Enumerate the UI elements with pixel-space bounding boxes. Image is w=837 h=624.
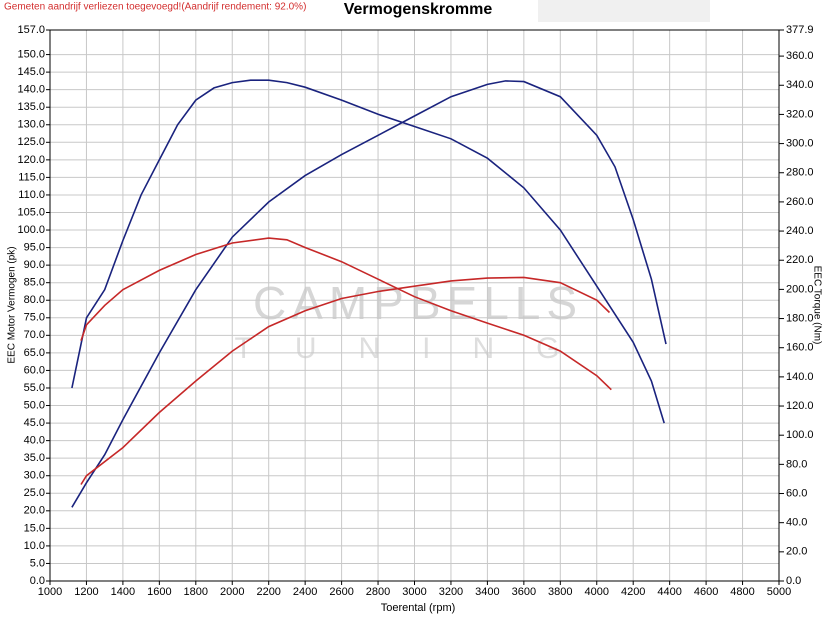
y2-axis-label: EEC Torque (Nm) [811, 266, 822, 345]
y-tick-label: 125.0 [17, 136, 45, 148]
y-tick-label: 15.0 [24, 522, 45, 534]
data-line [71, 80, 667, 508]
x-tick-label: 2400 [293, 586, 317, 598]
y-tick-label: 80.0 [24, 294, 45, 306]
y2-tick-label: 140.0 [786, 371, 814, 383]
y2-tick-label: 340.0 [786, 79, 814, 91]
x-tick-label: 2600 [329, 586, 353, 598]
y-tick-label: 55.0 [24, 382, 45, 394]
y-tick-label: 115.0 [18, 171, 45, 183]
y-tick-label: 30.0 [24, 470, 45, 482]
x-tick-label: 1600 [147, 586, 171, 598]
y2-tick-label: 200.0 [786, 283, 814, 295]
y2-tick-label: 320.0 [786, 108, 814, 120]
data-line [80, 237, 612, 391]
y-tick-label: 135.0 [17, 101, 45, 113]
y-tick-label: 70.0 [24, 329, 45, 341]
y-tick-label: 105.0 [17, 206, 45, 218]
x-tick-label: 1800 [184, 586, 208, 598]
x-tick-label: 1000 [38, 586, 62, 598]
x-tick-label: 3600 [512, 586, 536, 598]
x-axis-label: Toerental (rpm) [381, 602, 456, 614]
x-tick-label: 5000 [767, 586, 791, 598]
x-tick-label: 3800 [548, 586, 572, 598]
x-tick-label: 4800 [730, 586, 754, 598]
y-tick-label: 90.0 [24, 259, 45, 271]
y-tick-label: 157.0 [17, 24, 45, 36]
chart-title: Vermogenskromme [344, 1, 493, 18]
data-line [71, 79, 665, 424]
y-tick-label: 75.0 [24, 312, 45, 324]
y2-tick-label: 80.0 [786, 458, 807, 470]
y-tick-label: 20.0 [24, 505, 45, 517]
y2-tick-label: 240.0 [786, 225, 814, 237]
y-tick-label: 100.0 [17, 224, 45, 236]
y-tick-label: 130.0 [17, 119, 45, 131]
y2-tick-label: 220.0 [786, 254, 814, 266]
y-tick-label: 45.0 [24, 417, 45, 429]
x-tick-label: 4400 [657, 586, 681, 598]
x-tick-label: 2200 [256, 586, 280, 598]
y-tick-label: 120.0 [17, 154, 45, 166]
y-axis-label: EEC Motor Vermogen (pk) [7, 246, 18, 363]
y-tick-label: 25.0 [24, 487, 45, 499]
x-tick-label: 3400 [475, 586, 499, 598]
y-tick-label: 10.0 [24, 540, 45, 552]
x-tick-label: 3000 [402, 586, 426, 598]
y-tick-label: 65.0 [24, 347, 45, 359]
y2-tick-label: 160.0 [786, 342, 814, 354]
y-tick-label: 5.0 [30, 557, 45, 569]
data-line [80, 276, 611, 485]
y-tick-label: 40.0 [24, 435, 45, 447]
x-tick-label: 1200 [74, 586, 98, 598]
plot-border [49, 29, 780, 582]
y2-tick-label: 20.0 [786, 546, 807, 558]
y2-tick-label: 300.0 [786, 137, 814, 149]
x-tick-label: 4600 [694, 586, 718, 598]
y2-tick-label: 280.0 [786, 167, 814, 179]
x-tick-label: 4000 [585, 586, 609, 598]
y-tick-label: 95.0 [24, 241, 45, 253]
y-tick-label: 140.0 [17, 84, 45, 96]
y2-tick-label: 120.0 [786, 400, 814, 412]
x-tick-label: 3200 [439, 586, 463, 598]
watermark: TUNING [235, 332, 602, 365]
y-tick-label: 145.0 [17, 66, 45, 78]
y-tick-label: 35.0 [24, 452, 45, 464]
x-tick-label: 4200 [621, 586, 645, 598]
y2-tick-label: 0.0 [786, 575, 801, 587]
y2-tick-label: 100.0 [786, 429, 814, 441]
x-tick-label: 2800 [366, 586, 390, 598]
y-tick-label: 110.0 [18, 189, 45, 201]
y-tick-label: 0.0 [30, 575, 45, 587]
y2-tick-label: 360.0 [786, 50, 814, 62]
x-tick-label: 2000 [220, 586, 244, 598]
notice: Gemeten aandrijf verliezen toegevoegd!(A… [4, 2, 306, 13]
y2-tick-label: 40.0 [786, 517, 807, 529]
y-tick-label: 150.0 [17, 48, 45, 60]
y-tick-label: 50.0 [24, 399, 45, 411]
header-box [538, 0, 710, 22]
x-tick-label: 1400 [111, 586, 135, 598]
y2-tick-label: 60.0 [786, 487, 807, 499]
y2-tick-label: 180.0 [786, 312, 814, 324]
y-tick-label: 60.0 [24, 364, 45, 376]
y-tick-label: 85.0 [24, 277, 45, 289]
y2-tick-label: 377.9 [786, 24, 814, 36]
y2-tick-label: 260.0 [786, 196, 814, 208]
